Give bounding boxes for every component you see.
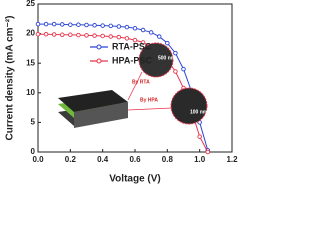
data-point xyxy=(173,50,178,56)
legend-marker xyxy=(96,44,102,50)
x-axis-title: Voltage (V) xyxy=(109,174,160,185)
arrow xyxy=(127,71,143,101)
data-point xyxy=(76,32,81,38)
y-tick-label: 0 xyxy=(31,147,36,156)
legend-label: RTA-PSC xyxy=(112,41,152,51)
y-tick-label: 5 xyxy=(31,118,36,127)
legend-marker xyxy=(96,58,102,64)
data-point xyxy=(76,22,81,27)
x-tick-label: 1.0 xyxy=(194,155,206,164)
x-tick-label: 0.4 xyxy=(97,155,109,164)
chart: Voltage (V) Current density (mA cm⁻²) 0.… xyxy=(5,0,238,185)
data-point xyxy=(68,32,73,38)
data-point xyxy=(43,31,49,37)
data-point xyxy=(84,22,89,28)
data-point xyxy=(60,22,65,27)
sem-image xyxy=(138,42,174,78)
x-tick-label: 0.0 xyxy=(32,155,44,164)
y-tick-label: 25 xyxy=(26,0,35,8)
data-point xyxy=(100,33,105,39)
data-point xyxy=(92,33,97,38)
data-point xyxy=(165,40,170,46)
legend-label: HPA-PSC xyxy=(112,55,152,65)
inset: By RTA By HPA 500 nm 100 nm xyxy=(58,42,208,128)
data-point xyxy=(84,33,89,38)
arrow xyxy=(127,107,173,111)
data-point xyxy=(148,30,154,35)
data-point xyxy=(140,40,146,45)
x-tick-label: 0.6 xyxy=(129,155,141,164)
series-line xyxy=(38,33,209,153)
data-point xyxy=(116,24,122,29)
data-point xyxy=(197,134,202,139)
data-point xyxy=(124,24,130,30)
data-point xyxy=(92,23,97,28)
data-point xyxy=(51,32,57,37)
data-point xyxy=(35,31,41,37)
data-point xyxy=(116,34,122,40)
data-point xyxy=(156,34,162,39)
data-point xyxy=(124,36,130,41)
x-tick-label: 0.2 xyxy=(65,155,77,164)
data-point xyxy=(35,21,41,27)
y-tick-label: 10 xyxy=(26,88,35,97)
sem-image xyxy=(170,87,208,125)
annotation: By HPA xyxy=(140,97,158,103)
y-axis-title: Current density (mA cm⁻²) xyxy=(5,16,16,141)
data-point xyxy=(140,27,146,33)
x-tick-label: 0.8 xyxy=(162,155,174,164)
data-point xyxy=(132,37,138,43)
y-tick-label: 20 xyxy=(26,29,35,38)
data-point xyxy=(51,21,57,27)
annotation: 500 nm xyxy=(158,55,176,61)
series-line xyxy=(38,23,209,151)
data-point xyxy=(173,69,178,74)
data-point xyxy=(108,23,113,29)
data-point xyxy=(132,26,138,31)
data-point xyxy=(100,23,105,28)
annotation: 100 nm xyxy=(190,109,208,115)
data-point xyxy=(108,34,113,39)
device-side xyxy=(74,102,128,128)
data-point xyxy=(68,22,73,27)
data-point xyxy=(205,149,210,155)
data-point xyxy=(60,32,65,38)
x-tick-label: 1.2 xyxy=(226,155,238,164)
data-point xyxy=(43,21,49,27)
device-layer xyxy=(58,90,128,112)
y-tick-label: 15 xyxy=(26,58,35,67)
annotation: By RTA xyxy=(132,79,150,85)
data-point xyxy=(181,66,186,72)
